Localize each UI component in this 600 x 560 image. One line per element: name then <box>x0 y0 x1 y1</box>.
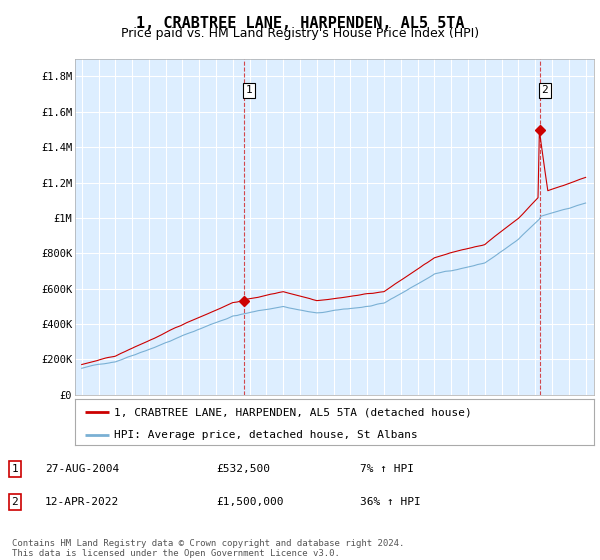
Text: 1, CRABTREE LANE, HARPENDEN, AL5 5TA: 1, CRABTREE LANE, HARPENDEN, AL5 5TA <box>136 16 464 31</box>
Text: 1: 1 <box>245 85 252 95</box>
Text: £532,500: £532,500 <box>216 464 270 474</box>
Text: 27-AUG-2004: 27-AUG-2004 <box>45 464 119 474</box>
Text: 1, CRABTREE LANE, HARPENDEN, AL5 5TA (detached house): 1, CRABTREE LANE, HARPENDEN, AL5 5TA (de… <box>114 407 472 417</box>
Text: 1: 1 <box>11 464 19 474</box>
Text: 2: 2 <box>11 497 19 507</box>
Text: Contains HM Land Registry data © Crown copyright and database right 2024.
This d: Contains HM Land Registry data © Crown c… <box>12 539 404 558</box>
Text: HPI: Average price, detached house, St Albans: HPI: Average price, detached house, St A… <box>114 430 418 440</box>
Text: Price paid vs. HM Land Registry's House Price Index (HPI): Price paid vs. HM Land Registry's House … <box>121 27 479 40</box>
Text: 36% ↑ HPI: 36% ↑ HPI <box>360 497 421 507</box>
Text: 7% ↑ HPI: 7% ↑ HPI <box>360 464 414 474</box>
Text: £1,500,000: £1,500,000 <box>216 497 284 507</box>
Text: 12-APR-2022: 12-APR-2022 <box>45 497 119 507</box>
Text: 2: 2 <box>542 85 548 95</box>
